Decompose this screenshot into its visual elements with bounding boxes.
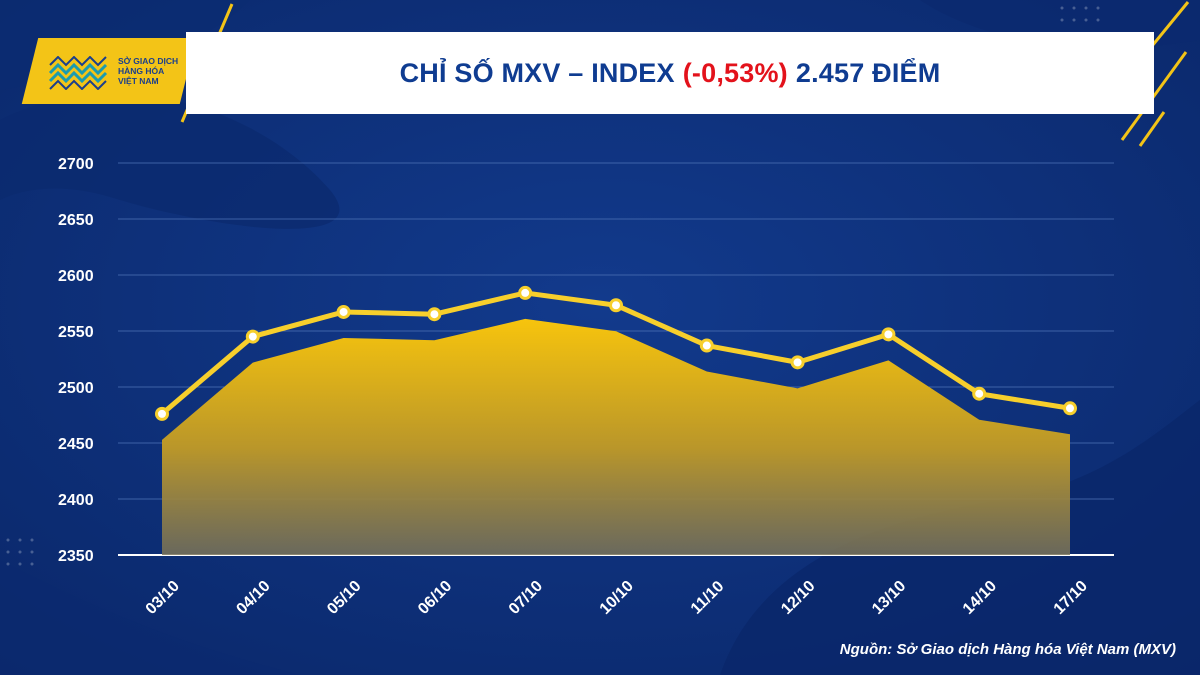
y-tick-label: 2400 [58, 492, 94, 509]
x-tick-label: 17/10 [1051, 578, 1091, 618]
logo-line: VIỆT NAM [118, 76, 159, 86]
source-note: Nguồn: Sở Giao dịch Hàng hóa Việt Nam (M… [839, 641, 1176, 658]
data-points [155, 285, 1077, 421]
data-point [336, 304, 351, 319]
y-tick-label: 2500 [58, 380, 94, 397]
data-point [427, 307, 442, 322]
data-point [155, 406, 169, 421]
x-tick-label: 12/10 [778, 578, 818, 618]
y-tick-label: 2550 [58, 324, 94, 341]
title-banner [186, 32, 1154, 114]
x-tick-label: 11/10 [688, 578, 728, 618]
logo-line: SỞ GIAO DỊCH [118, 56, 179, 66]
data-point [790, 355, 805, 370]
y-axis-ticks: 2350 2400 2450 2500 2550 2600 2650 2700 [58, 156, 94, 565]
x-tick-label: 13/10 [869, 578, 909, 618]
x-tick-label: 03/10 [143, 578, 183, 618]
data-point [699, 338, 714, 353]
x-tick-label: 07/10 [506, 578, 546, 618]
logo-line: HÀNG HÓA [118, 66, 165, 76]
data-point [518, 285, 533, 300]
y-tick-label: 2650 [58, 212, 94, 229]
data-point [881, 327, 896, 342]
area-shape [162, 318, 1070, 555]
y-tick-label: 2450 [58, 436, 94, 453]
data-point [245, 329, 260, 344]
data-point [972, 386, 987, 401]
logo-text: SỞ GIAO DỊCH HÀNG HÓA VIỆT NAM [118, 56, 188, 86]
x-tick-label: 14/10 [960, 578, 1000, 618]
x-axis-ticks: 03/10 04/10 05/10 06/10 07/10 10/10 11/10 12/10… [143, 578, 1091, 618]
area-fill [162, 318, 1070, 555]
x-tick-label: 04/10 [233, 578, 273, 618]
x-tick-label: 06/10 [415, 578, 455, 618]
title-value: 2.457 ĐIỂM [795, 57, 941, 88]
mxv-logo-icon [48, 56, 108, 90]
title-main: CHỈ SỐ MXV – INDEX [399, 57, 675, 88]
data-point [609, 298, 623, 313]
title-change: (-0,53%) [682, 57, 788, 88]
y-tick-label: 2350 [58, 548, 94, 565]
x-tick-label: 10/10 [597, 578, 637, 618]
y-tick-label: 2600 [58, 268, 94, 285]
y-tick-label: 2700 [58, 156, 94, 173]
x-tick-label: 05/10 [324, 578, 364, 618]
data-point [1063, 401, 1077, 416]
chart-title: CHỈ SỐ MXV – INDEX (-0,53%) 2.457 ĐIỂM [186, 32, 1154, 114]
